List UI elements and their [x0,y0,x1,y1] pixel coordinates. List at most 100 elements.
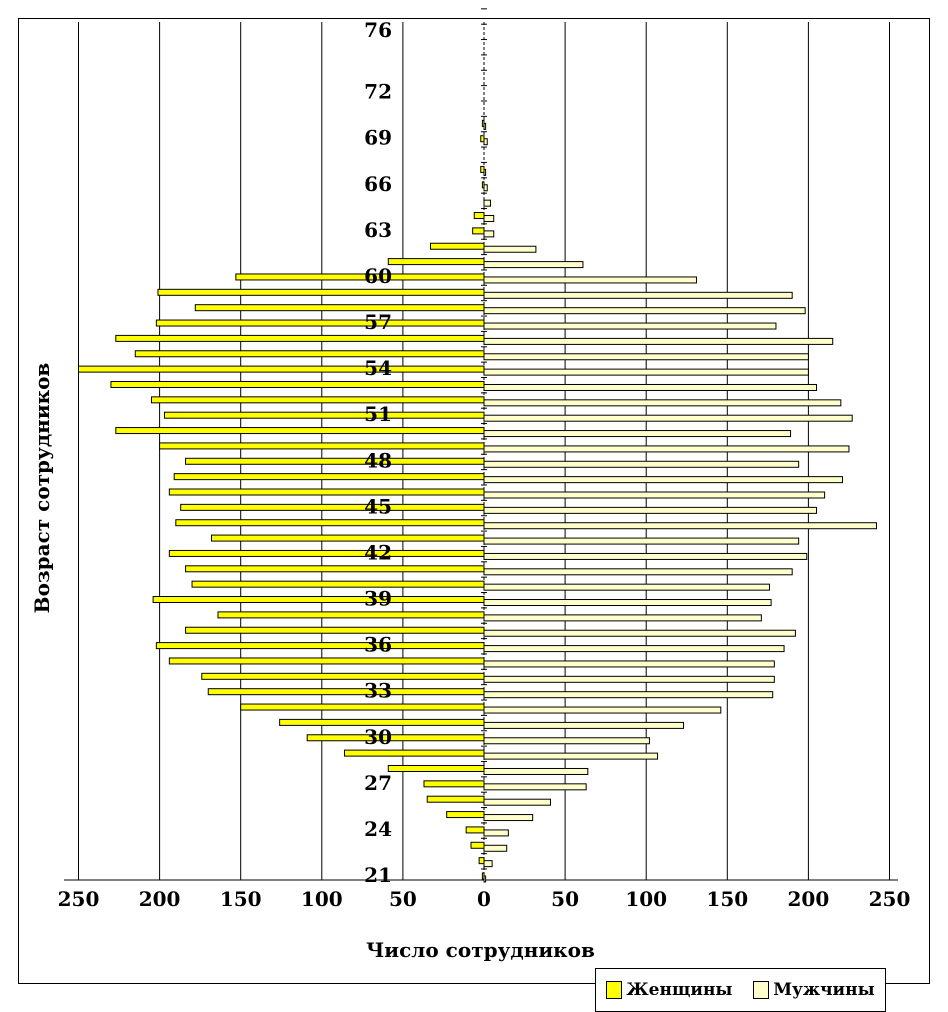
bar-men [483,614,762,622]
bar-men [483,506,818,514]
bar-women [465,826,485,834]
y-tick-label: 30 [364,725,392,749]
x-tick-label: 150 [220,887,262,911]
bar-men [483,276,697,284]
bar-women [211,534,485,542]
bar-women [207,688,485,696]
bar-men [483,860,493,868]
bar-women [191,580,485,588]
chart-frame [18,18,930,984]
x-tick-label: 200 [788,887,830,911]
bar-women [387,258,485,266]
bar-men [483,752,659,760]
bar-men [483,399,842,407]
y-tick-label: 72 [364,80,392,104]
bar-women [478,857,485,865]
bar-women [173,473,485,481]
bar-men [483,491,826,499]
y-tick-label: 27 [364,771,392,795]
bar-men [483,537,800,545]
y-tick-label: 51 [364,402,392,426]
bar-men [483,184,488,192]
bar-women [472,227,485,235]
bar-women [175,519,485,527]
bar-men [483,353,809,361]
bar-men [483,706,722,714]
y-tick-label: 39 [364,587,392,611]
bar-men [483,691,774,699]
bar-men [483,844,508,852]
bar-men [483,783,587,791]
bar-men [483,245,537,253]
bar-women [180,503,485,511]
bar-women [426,795,485,803]
bar-women [159,442,485,450]
bar-men [483,767,589,775]
y-tick-label: 45 [364,494,392,518]
legend-label-women: Женщины [626,980,733,1000]
bar-men [483,798,552,806]
bar-women [78,365,485,373]
bar-men [483,660,775,668]
bar-women [429,242,485,250]
legend-label-men: Мужчины [773,980,875,1000]
bar-women [240,703,485,711]
bar-women [423,780,485,788]
bar-men [483,322,777,330]
bar-men [483,568,793,576]
y-tick-label: 21 [364,863,392,887]
y-tick-label: 69 [364,126,392,150]
bar-women [163,411,485,419]
bar-men [483,460,800,468]
legend-swatch-women [606,981,623,999]
x-axis-title: Число сотрудников [366,938,595,962]
x-tick-label: 100 [625,887,667,911]
bar-men [483,445,850,453]
y-tick-label: 24 [364,817,392,841]
bar-women [387,764,485,772]
bar-women [134,350,485,358]
bar-men [483,414,853,422]
y-tick-label: 54 [364,356,392,380]
y-tick-label: 66 [364,172,392,196]
x-tick-label: 50 [551,887,579,911]
bar-women [110,380,485,388]
x-tick-label: 150 [706,887,748,911]
bar-women [446,811,485,819]
x-tick-label: 200 [139,887,181,911]
bar-women [185,565,485,573]
bar-men [483,337,834,345]
bar-men [483,583,770,591]
bar-women [194,304,485,312]
bar-women [115,334,485,342]
bar-women [201,672,485,680]
y-tick-label: 63 [364,218,392,242]
bar-women [155,642,485,650]
bar-men [483,215,495,223]
bar-women [168,488,485,496]
bar-men [483,168,487,176]
x-tick-label: 250 [869,887,911,911]
bar-men [483,122,487,130]
bar-women [344,749,485,757]
bar-men [483,599,772,607]
bar-men [483,875,487,883]
bar-men [483,645,785,653]
legend: Женщины Мужчины [595,968,886,1012]
bar-men [483,199,491,207]
legend-item-men: Мужчины [753,980,875,1000]
bar-men [483,814,534,822]
bar-men [483,476,843,484]
bar-women [152,596,485,604]
x-tick-label: 100 [301,887,343,911]
bar-men [483,368,809,376]
bar-women [306,734,485,742]
bar-men [483,721,685,729]
bar-men [483,829,509,837]
bar-women [155,319,485,327]
bar-men [483,383,818,391]
bar-men [483,737,650,745]
bar-women [235,273,485,281]
bar-women [157,288,485,296]
